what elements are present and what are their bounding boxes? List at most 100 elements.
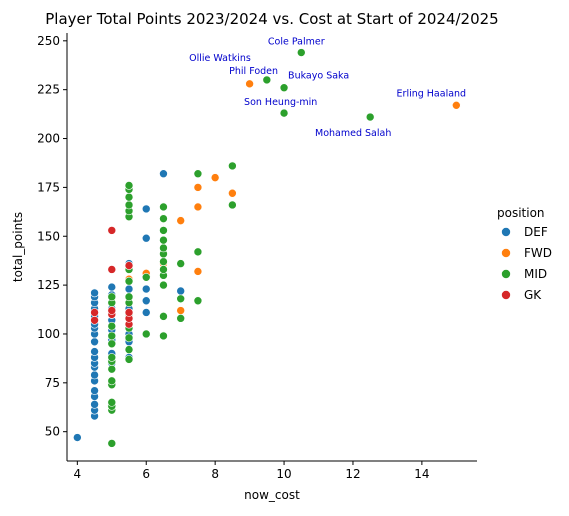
annotation-label: Erling Haaland [397,88,467,99]
point-def [141,233,151,243]
chart-title: Player Total Points 2023/2024 vs. Cost a… [45,10,498,28]
point-mid [159,331,168,341]
point-mid [159,243,168,253]
point-gk [90,308,99,317]
point-mid [124,292,134,302]
data-points [73,48,461,448]
y-tick-label: 250 [37,34,60,48]
point-def [73,433,82,442]
x-tick-label: 6 [142,467,150,481]
legend-marker [501,248,511,258]
legend-entries: DEF FWD MID GK [501,225,552,302]
point-mid [159,312,168,321]
point-def [90,347,99,356]
annotation-label: Son Heung-min [244,97,317,108]
legend-label: FWD [524,246,552,260]
point-mid [107,376,117,386]
point-def [141,308,151,317]
point-gk [107,226,117,235]
legend-marker [501,227,511,237]
point-gk [107,306,117,315]
point-mid [279,83,289,93]
x-tick-label: 14 [414,467,429,481]
point-mid [193,169,203,179]
point-gk [107,265,117,274]
point-mid [159,280,168,290]
point-fwd [193,267,203,276]
y-tick-label: 125 [37,278,60,292]
point-def [176,286,185,296]
point-mid [124,355,134,364]
point-mid [296,48,306,57]
point-mid [228,200,237,210]
y-ticks: 50 75 100 125 150 175 200 225 250 [37,34,67,439]
annotation-label: Phil Foden [229,66,278,77]
point-def [141,284,151,294]
y-tick-label: 50 [45,425,60,439]
point-mid [107,398,117,407]
legend-label: DEF [524,225,548,239]
point-def [90,288,99,298]
point-mid [141,272,151,282]
point-def [159,169,168,179]
point-gk [124,261,134,270]
annotation-label: Mohamed Salah [315,128,391,139]
point-mid [124,333,134,343]
point-def [107,282,117,292]
point-def [141,204,151,214]
y-axis-label: total_points [11,212,25,282]
x-tick-label: 12 [345,467,360,481]
point-mid [107,339,117,349]
point-def [90,370,99,380]
point-mid [141,329,151,339]
legend-title: position [497,206,545,220]
point-def [124,284,134,294]
point-fwd [228,188,237,198]
annotation-label: Bukayo Saka [288,71,349,82]
point-mid [262,75,272,85]
point-fwd [176,216,185,225]
point-fwd [193,202,203,212]
legend: position DEF FWD MID GK [497,206,552,302]
y-tick-label: 225 [37,83,60,97]
annotation-label: Cole Palmer [268,37,325,48]
point-mid [159,202,168,212]
point-gk [124,308,134,317]
point-mid [107,321,117,331]
point-mid [176,294,185,304]
legend-marker [501,269,511,279]
point-mid [124,200,134,210]
point-mid [107,364,117,374]
point-mid [124,345,134,354]
point-fwd [176,306,185,315]
point-def [141,296,151,306]
point-mid [279,108,289,118]
axes [66,33,477,462]
point-def [90,400,99,409]
annotation-label: Ollie Watkins [189,53,251,64]
point-def [90,386,99,395]
point-mid [107,331,117,341]
legend-label: MID [524,267,547,281]
x-ticks: 4 6 8 10 12 14 [74,461,430,481]
point-mid [159,265,168,274]
point-mid [228,161,237,171]
x-axis-label: now_cost [244,488,300,502]
point-mid [159,214,168,223]
point-mid [176,259,185,268]
annotations: Cole Palmer Phil Foden Bukayo Saka Erling H… [189,37,466,139]
point-fwd [210,173,220,182]
point-mid [159,235,168,245]
point-mid [107,439,117,448]
point-fwd [245,79,254,89]
point-mid [124,192,134,202]
y-tick-label: 200 [37,132,60,146]
point-mid [124,181,134,190]
point-def [90,337,99,347]
y-tick-label: 100 [37,327,60,341]
point-mid [124,276,134,286]
x-tick-label: 8 [211,467,219,481]
point-mid [365,112,375,122]
point-fwd [452,101,461,110]
